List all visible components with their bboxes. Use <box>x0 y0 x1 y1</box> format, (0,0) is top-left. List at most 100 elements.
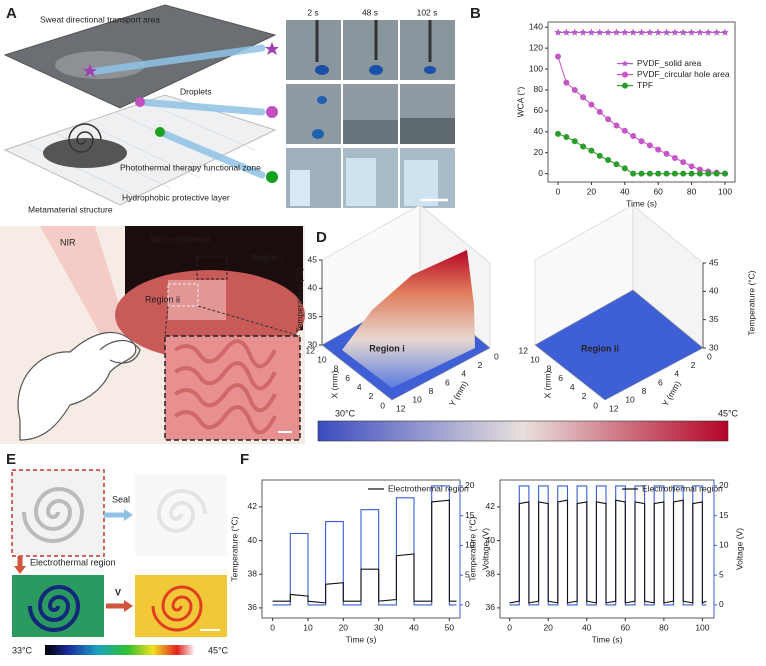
y-axis-label: Y (mm) <box>447 379 470 408</box>
colorbar <box>45 645 195 655</box>
y2-tick-label: 5 <box>719 569 724 579</box>
marker-circle <box>563 134 570 141</box>
marker-star <box>596 28 604 36</box>
marker-circle <box>680 170 687 177</box>
y2-tick-label: 20 <box>465 480 475 490</box>
x-axis-label: Time (s) <box>592 634 623 644</box>
arrows <box>86 44 266 179</box>
marker-circle <box>721 170 728 177</box>
legend-marker <box>621 60 629 67</box>
marker-circle <box>713 170 720 177</box>
label-voltage: V <box>115 587 121 597</box>
arrow-head <box>124 600 133 612</box>
y-tick-label: 2 <box>691 360 696 370</box>
z-tick-label: 30 <box>709 342 719 352</box>
inset-pattern <box>173 339 277 435</box>
marker-circle <box>613 122 620 129</box>
label-seal: Seal <box>112 494 130 504</box>
x-tick-label: 20 <box>339 622 349 632</box>
marker-circle <box>688 170 695 177</box>
transport-sheet <box>3 4 277 109</box>
y2-tick-label: 15 <box>465 510 475 520</box>
arrows <box>156 128 266 179</box>
mesh-lines <box>84 122 201 179</box>
x-tick-label: 8 <box>334 364 339 374</box>
device-patch <box>168 280 226 320</box>
y-axis-label: Temperature (°C) <box>467 516 477 581</box>
y-tick-label: 6 <box>445 377 450 387</box>
marker-circle <box>605 116 612 123</box>
y2-axis-label: Voltage (V) <box>734 528 744 570</box>
marker-circle <box>688 163 695 170</box>
photo-grid <box>400 118 455 144</box>
photo-grid <box>317 96 327 104</box>
marker-star <box>687 28 696 36</box>
marker-circle <box>563 79 570 86</box>
x-tick-label: 10 <box>530 354 540 364</box>
z-tick-label: 45 <box>308 254 318 264</box>
marker-circle <box>613 161 620 168</box>
photo-grid <box>346 158 376 206</box>
x-tick-label: 2 <box>582 391 587 401</box>
label-hydrophobic: Hydrophobic protective layer <box>122 192 230 202</box>
marker-circle <box>646 170 653 177</box>
marker-circle <box>580 143 587 150</box>
time-label: 48 s <box>362 7 378 17</box>
photo-grid <box>315 65 329 75</box>
marker-star <box>579 28 587 36</box>
y-tick-label: 100 <box>529 63 543 73</box>
mesh-sheet <box>3 94 277 206</box>
marker-circle <box>696 166 703 173</box>
region-i-box <box>196 256 228 280</box>
marker-star <box>562 28 571 36</box>
panel-label: D <box>316 229 327 246</box>
y-tick-label: 0 <box>707 351 712 361</box>
label-photothermal: Photothermal therapy functional zone <box>120 162 261 172</box>
y-tick-label: 4 <box>674 369 679 379</box>
series-line <box>272 485 457 606</box>
x-tick-label: 40 <box>582 622 592 632</box>
colorbar-label: 45°C <box>208 645 229 655</box>
marker-star <box>654 28 662 36</box>
marker-star <box>612 28 621 36</box>
y-tick-label: 12 <box>396 403 406 413</box>
y-tick-label: 38 <box>486 568 496 578</box>
y2-tick-label: 15 <box>719 510 729 520</box>
marker-star <box>637 28 646 36</box>
x-tick-label: 0 <box>593 400 598 410</box>
x-tick-label: 0 <box>380 400 385 410</box>
label-droplets: Droplets <box>180 86 212 96</box>
y2-tick-label: 10 <box>719 540 729 550</box>
z-tick-label: 40 <box>709 286 719 296</box>
z-tick-label: 35 <box>308 311 318 321</box>
panel-label: F <box>240 451 249 468</box>
x-tick-label: 12 <box>519 345 529 355</box>
legend-label: PVDF_solid area <box>637 58 702 68</box>
marker-circle <box>655 170 662 177</box>
y-tick-label: 2 <box>478 360 483 370</box>
marker-circle <box>571 86 578 93</box>
y-tick-label: 20 <box>534 147 544 157</box>
x-tick-label: 12 <box>306 345 316 355</box>
time-label: 102 s <box>417 7 438 17</box>
legend-marker <box>622 71 628 78</box>
z-axis-label: Temperature (°C) <box>294 267 304 332</box>
surface-peak <box>342 250 475 388</box>
x-tick-label: 60 <box>621 622 631 632</box>
label-skin-conformal: Skin-conformal <box>150 234 210 244</box>
droplet-circle <box>135 97 145 107</box>
z-tick-label: 40 <box>308 283 318 293</box>
panel-label: A <box>6 5 17 22</box>
z-tick-label: 45 <box>709 257 719 267</box>
legend-label: TPF <box>637 80 653 90</box>
x-tick-label: 4 <box>357 382 362 392</box>
label-electrothermal: Electrothermal region <box>30 557 116 567</box>
marker-circle <box>605 157 612 164</box>
label-nir: NIR <box>60 237 76 247</box>
marker-star <box>621 28 629 36</box>
marker-star <box>629 28 637 36</box>
x-tick-label: 6 <box>345 373 350 383</box>
x-axis-label: Time (s) <box>626 198 657 208</box>
photo-grid <box>312 129 324 139</box>
